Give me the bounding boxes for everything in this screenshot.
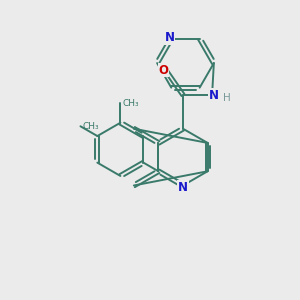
Text: O: O	[158, 64, 169, 77]
Text: N: N	[178, 181, 188, 194]
Text: CH₃: CH₃	[82, 122, 99, 131]
Text: H: H	[223, 93, 231, 103]
Text: N: N	[164, 31, 175, 44]
Text: CH₃: CH₃	[122, 99, 139, 108]
Text: N: N	[209, 88, 219, 101]
